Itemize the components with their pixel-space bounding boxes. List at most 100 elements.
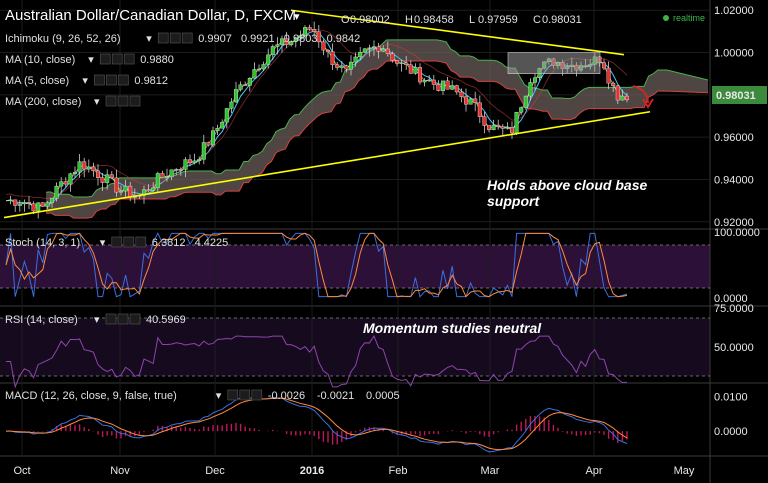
ohlc-value: 0.98458 (414, 14, 454, 26)
eye-icon[interactable] (105, 313, 117, 325)
price-tick-label: 1.02000 (714, 5, 754, 17)
month-label: Nov (110, 465, 130, 477)
indicator-name[interactable]: MA (5, close) (5, 75, 69, 87)
candle-body (280, 38, 285, 45)
legend-stoch: Stoch (14, 3, 1) ▾ 6.3812 4.4225 (5, 236, 228, 249)
candle-body (427, 79, 432, 82)
candle-body (201, 142, 206, 160)
close-icon[interactable] (129, 313, 141, 325)
rsi-tick-label: 75.0000 (714, 303, 754, 315)
settings-icon[interactable] (123, 236, 135, 248)
ichimoku-cloud (45, 39, 709, 219)
candle-body (13, 199, 18, 206)
indicator-dropdown-icon[interactable]: ▾ (82, 75, 88, 87)
price-tick-label: 0.94000 (714, 174, 754, 186)
eye-icon[interactable] (157, 32, 169, 44)
eye-icon[interactable] (99, 53, 111, 65)
price-tag: 0.98031 (716, 90, 756, 102)
consolidation-box-rect (507, 52, 601, 74)
candle-body (17, 203, 22, 206)
indicator-dropdown-icon[interactable]: ▾ (146, 33, 152, 45)
indicator-value: 40.5969 (146, 314, 186, 326)
eye-icon[interactable] (227, 389, 239, 401)
indicator-name[interactable]: Stoch (14, 3, 1) (5, 237, 80, 249)
legend-macd: MACD (12, 26, close, 9, false, true) ▾ -0.… (5, 389, 400, 402)
indicator-name[interactable]: Ichimoku (9, 26, 52, 26) (5, 33, 121, 45)
eye-icon[interactable] (111, 236, 123, 248)
candle-body (160, 173, 165, 178)
settings-icon[interactable] (239, 389, 251, 401)
settings-icon[interactable] (111, 53, 123, 65)
indicator-name[interactable]: MA (10, close) (5, 54, 75, 66)
indicator-dropdown-icon[interactable]: ▾ (88, 54, 94, 66)
indicator-dropdown-icon[interactable]: ▾ (94, 314, 100, 326)
price-tag-bg (712, 86, 767, 104)
candle-body (510, 126, 515, 134)
indicator-name[interactable]: MACD (12, 26, close, 9, false, true) (5, 390, 177, 402)
candle-body (625, 95, 630, 101)
indicator-dropdown-icon[interactable]: ▾ (216, 390, 222, 402)
month-label: May (674, 465, 695, 477)
candle-body (316, 31, 321, 43)
indicator-name[interactable]: MA (200, close) (5, 96, 81, 108)
candle-body (390, 53, 395, 61)
settings-icon[interactable] (117, 95, 129, 107)
settings-icon[interactable] (117, 313, 129, 325)
trendlines (3, 9, 651, 219)
close-icon[interactable] (118, 74, 129, 86)
candle-body (339, 65, 344, 68)
candle-body (8, 199, 13, 202)
candle-body (275, 44, 280, 47)
indicator-name[interactable]: RSI (14, close) (5, 314, 78, 326)
moving-averages (5, 27, 628, 208)
eye-icon[interactable] (94, 74, 105, 86)
candle-body (477, 102, 482, 117)
candle-body (408, 64, 413, 74)
close-icon[interactable] (135, 236, 147, 248)
candle-body (27, 202, 32, 204)
candle-body (321, 41, 326, 51)
candle-body (72, 171, 77, 174)
close-icon[interactable] (181, 32, 193, 44)
indicator-dropdown-icon[interactable]: ▾ (94, 96, 100, 108)
candle-body (602, 62, 607, 69)
price-tick-label: 1.00000 (714, 48, 754, 60)
candle-body (238, 84, 243, 90)
symbol-title[interactable]: Australian Dollar/Canadian Dollar, D, FX… (5, 7, 296, 24)
cloud-body (46, 39, 708, 219)
close-icon[interactable] (251, 389, 263, 401)
candle-body (59, 181, 64, 187)
candle-body (50, 198, 55, 203)
close-icon[interactable] (129, 95, 141, 107)
candle-body (270, 46, 275, 56)
candle-body (418, 67, 423, 83)
candle-body (395, 60, 400, 64)
ohlc-readout: O 0.98002 H 0.98458 L 0.97959 C 0.98031 (341, 14, 582, 26)
candle-body (155, 173, 160, 189)
kijun-line (5, 29, 628, 199)
annotation-cloud-line1: Holds above cloud base (487, 177, 647, 193)
close-icon[interactable] (123, 53, 135, 65)
rsi-line-path (6, 335, 628, 389)
settings-icon[interactable] (106, 74, 117, 86)
month-label: Apr (585, 465, 602, 477)
indicator-value: 0.9880 (140, 54, 174, 66)
eye-icon[interactable] (105, 95, 117, 107)
legend-main: Ichimoku (9, 26, 52, 26) ▾ 0.9907 0.9921 0.9… (5, 32, 360, 108)
indicator-dropdown-icon[interactable]: ▾ (100, 237, 106, 249)
candle-body (118, 190, 123, 193)
annotation-momentum: Momentum studies neutral (363, 320, 542, 336)
macd-tick-label: 0.0100 (714, 391, 748, 403)
month-label: Mar (481, 465, 500, 477)
trendline-upper (290, 9, 625, 56)
settings-icon[interactable] (169, 32, 181, 44)
rsi-band (0, 318, 710, 376)
legend-rsi: RSI (14, close) ▾ 40.5969 (5, 313, 186, 326)
candle-body (491, 124, 496, 130)
candle-body (358, 51, 363, 58)
candle-body (31, 203, 36, 212)
symbol-dropdown-icon[interactable]: ▾ (294, 11, 300, 23)
candle-body (178, 169, 183, 171)
candle-body (519, 107, 524, 113)
senkou-b-line (45, 60, 709, 219)
